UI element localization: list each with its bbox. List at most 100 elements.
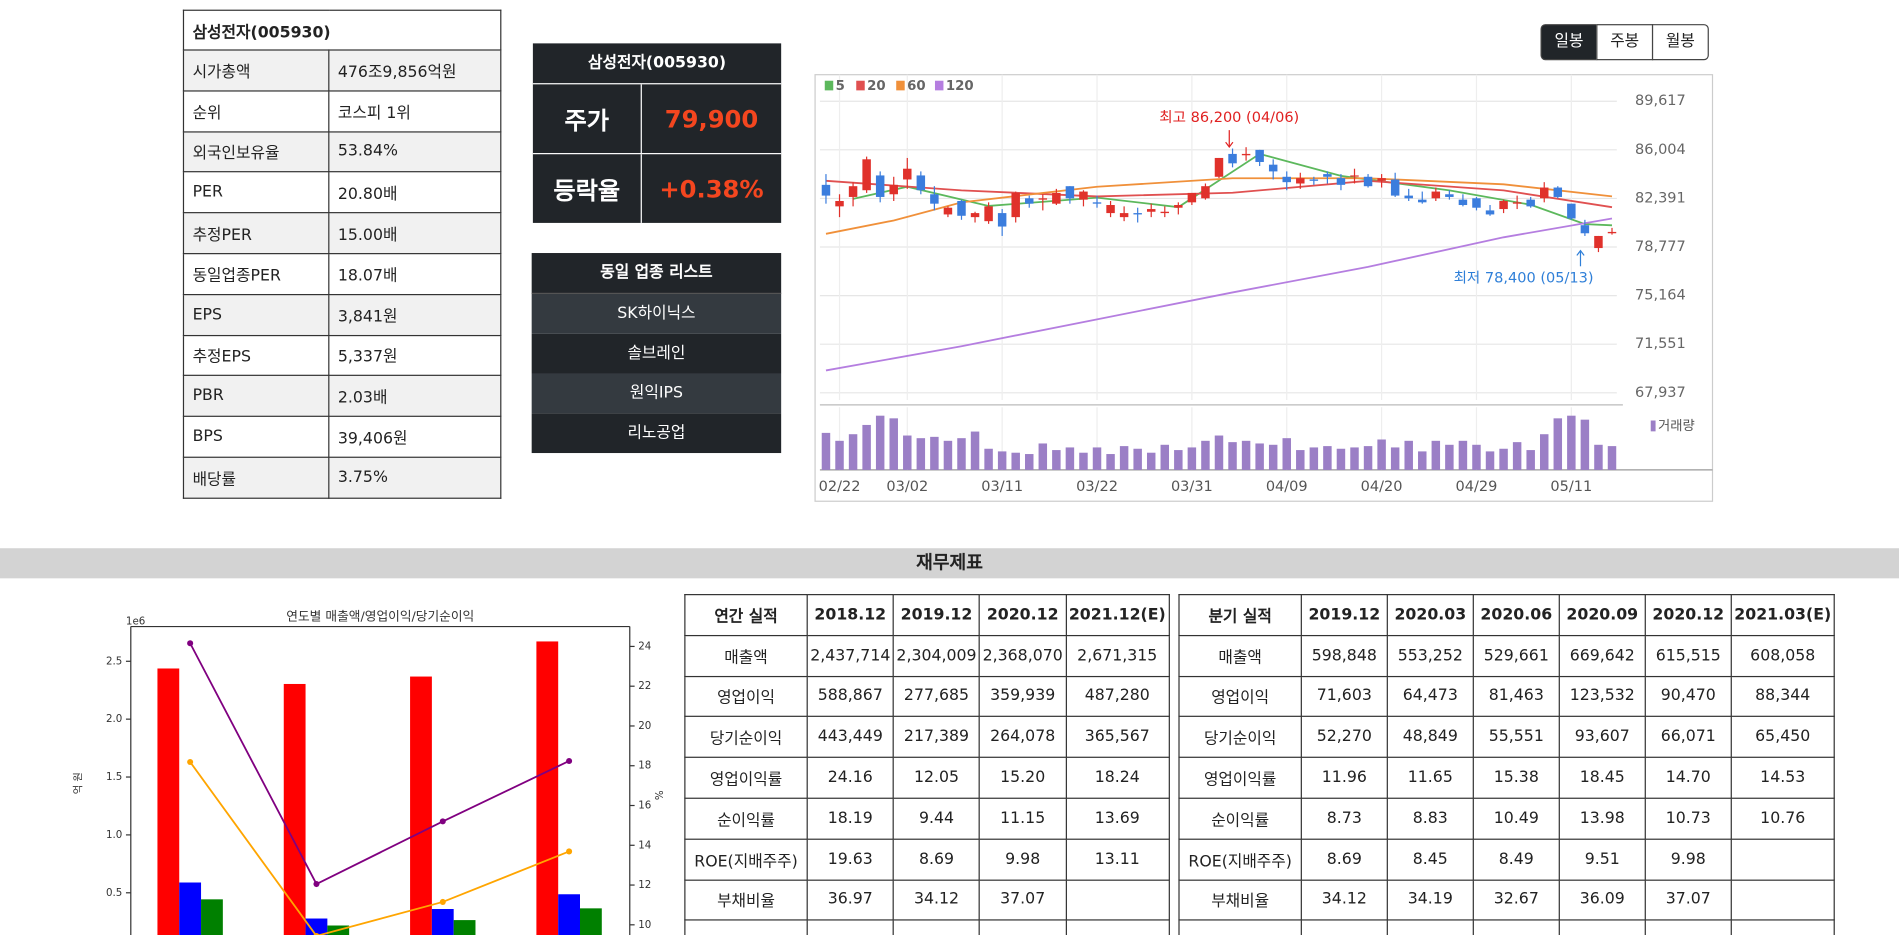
volume-bar [1607,446,1617,470]
bar [305,918,328,935]
volume-bar [1201,440,1210,470]
value-cell: 18.24 [1065,756,1170,799]
ratio-line [189,761,570,935]
empty-cell [806,919,895,935]
empty-cell [1065,879,1170,921]
x-tick-label: 03/11 [981,479,1023,495]
volume-bar [1567,415,1576,470]
volume-bar [1052,450,1061,470]
y-tick-label: 75,164 [1635,288,1686,304]
candle-body [997,213,1007,227]
row-label: 당기순이익 [684,716,808,759]
header-cell: 2018.12 [806,594,895,636]
price-label: 등락율 [533,154,642,223]
section-header: 재무제표 [0,548,1899,579]
volume-bar [1011,452,1020,470]
ratio-point [439,818,446,825]
value-cell: 10.49 [1472,797,1560,840]
empty-cell [1730,919,1835,935]
industry-item[interactable]: 리노공업 [531,413,782,454]
info-label: 외국인보유율 [182,130,330,173]
y-tick-label: 82,391 [1635,190,1686,206]
industry-item[interactable]: SK하이닉스 [531,293,782,334]
row-label: 순이익률 [1178,797,1302,840]
volume-bar [1390,447,1400,470]
x-tick-label: 03/22 [1076,479,1118,495]
row-label: 영업이익률 [1178,756,1302,799]
table-row [1178,919,1835,935]
value-cell: 55,551 [1472,716,1560,759]
value-cell: 608,058 [1730,634,1835,677]
volume-bar [903,435,912,470]
volume-bar [1458,440,1468,470]
price-row: 주가 79,900 [532,84,782,155]
header-cell: 2020.12 [978,594,1067,636]
empty-cell [1300,919,1388,935]
value-cell: 9.51 [1558,838,1646,881]
table-row: 부채비율 36.97 34.12 37.07 [684,879,1170,921]
row-label: 영업이익 [1178,675,1302,718]
volume-bar [1146,452,1156,470]
volume-bar [1553,418,1563,470]
value-cell: 2,437,714 [806,634,895,677]
volume-bar [984,448,993,470]
volume-bar [930,436,939,470]
legend-label: 20 [867,79,886,94]
ratio-point [313,881,320,888]
period-button[interactable]: 일봉 [1540,24,1598,61]
candle-body [970,213,980,218]
candle-body [1580,225,1590,234]
value-cell: 15.38 [1472,756,1560,799]
y2-tick-label: 16 [638,800,651,812]
candle-body [1567,203,1576,219]
row-label: ROE(지배주주) [684,838,808,881]
candle-body [1282,176,1291,183]
volume-bar [916,438,926,470]
volume-bar [1160,444,1170,470]
volume-bar [889,418,898,470]
candle-body [1119,213,1129,218]
value-cell: 588,867 [806,675,895,718]
volume-bar [1241,440,1251,470]
legend-swatch [896,80,905,91]
value-cell: 71,603 [1300,675,1388,718]
y2-tick-label: 12 [638,879,651,891]
volume-bar [848,434,858,470]
section-title: 재무제표 [916,551,983,574]
industry-item[interactable]: 솔브레인 [531,333,782,374]
candle-body [1350,175,1359,177]
value-cell: 18.19 [806,797,895,840]
header-cell: 2020.12 [1644,594,1732,636]
y-tick-label: 71,551 [1635,336,1686,352]
candle-body [1309,179,1319,181]
table-row: 영업이익률 24.16 12.05 15.20 18.24 [684,756,1170,799]
empty-cell [1472,919,1560,935]
info-label: 시가총액 [182,49,330,92]
period-button[interactable]: 월봉 [1651,24,1709,61]
info-label: BPS [182,415,330,458]
volume-bar [1485,451,1495,470]
industry-item[interactable]: 원익IPS [531,373,782,414]
candle-body [1174,205,1183,208]
value-cell: 553,252 [1386,634,1474,677]
volume-bar [1539,434,1549,470]
candle-body [875,175,885,197]
bar [283,683,306,935]
moving-average-line [825,177,1613,235]
row-label: 부채비율 [684,879,808,921]
bar [410,676,432,935]
candle-body [930,194,939,204]
y-axis-label: 억 원 [73,772,85,794]
value-cell: 2,671,315 [1065,634,1170,677]
bar [201,899,223,935]
value-cell: 13.11 [1065,838,1170,881]
value-cell: 529,661 [1472,634,1560,677]
value-cell: 37.07 [978,879,1067,921]
value-cell: 8.49 [1472,838,1560,881]
period-button[interactable]: 주봉 [1596,24,1654,61]
price-box: 삼성전자(005930) 주가 79,900 등락율 +0.38% [532,43,782,223]
value-cell: 13.98 [1558,797,1646,840]
volume-bar [1526,450,1535,470]
volume-bar [1282,438,1291,470]
info-label: 추정PER [182,212,330,255]
